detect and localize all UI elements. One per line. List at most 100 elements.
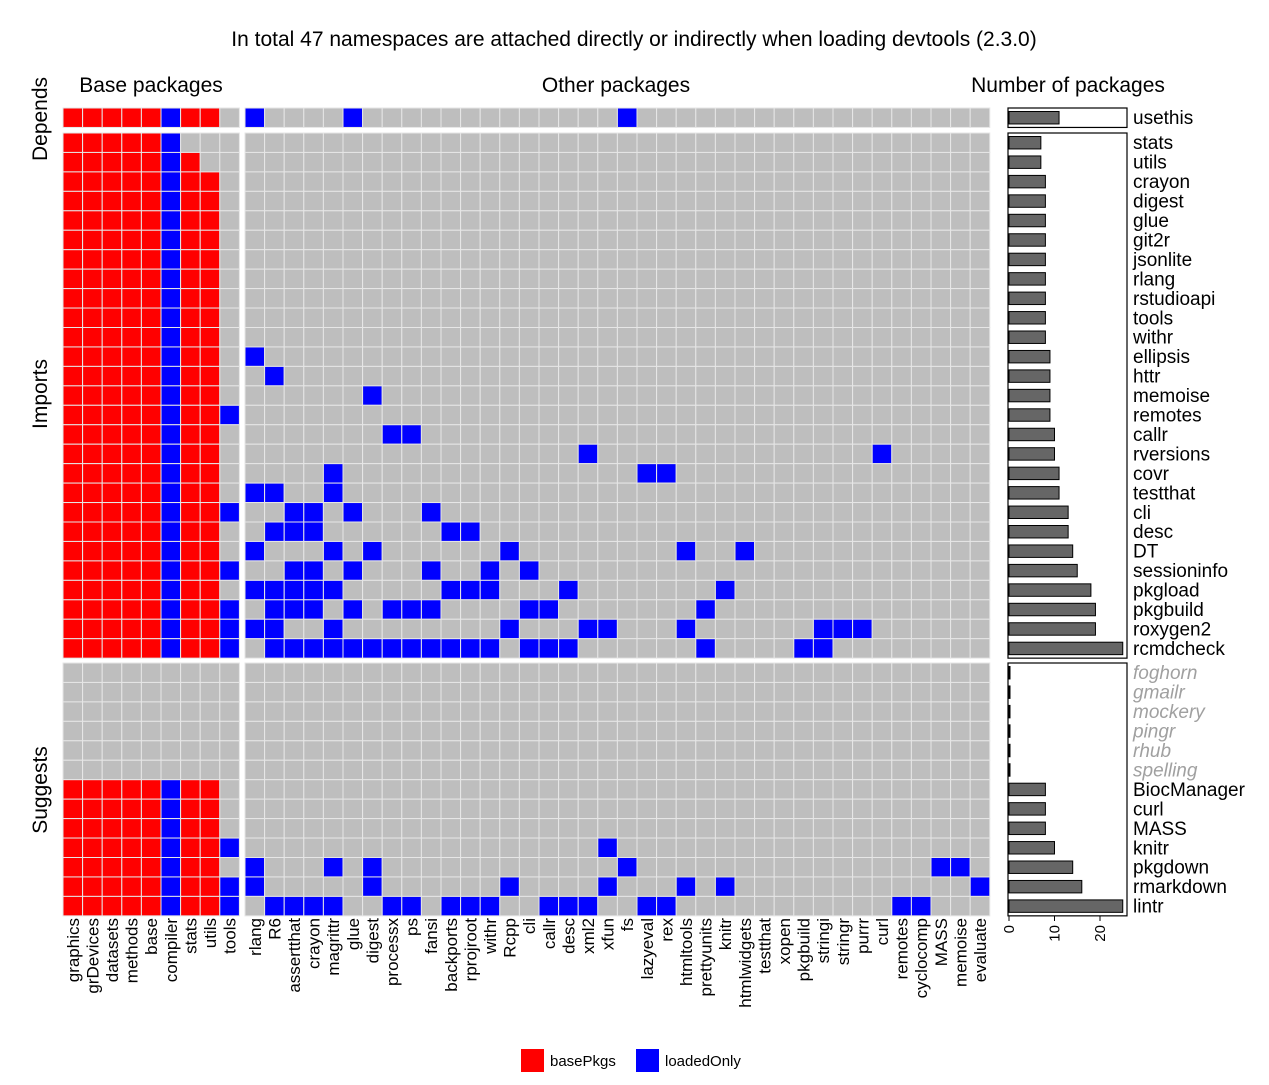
cell-ellipsis-Rcpp	[499, 346, 520, 367]
cell-memoise-cyclocomp	[910, 385, 932, 406]
cell-rversions-pkgbuild	[793, 443, 814, 465]
cell-MASS-processx	[381, 818, 403, 839]
cell-lintr-crayon	[303, 895, 324, 917]
cell-usethis-processx	[381, 107, 403, 128]
cell-spelling-utils	[199, 759, 221, 781]
cell-crayon-rlang	[244, 171, 266, 192]
cell-callr-stats	[180, 424, 201, 445]
cell-pkgdown-memoise	[950, 857, 971, 878]
cell-rstudioapi-utils	[199, 288, 221, 309]
cell-spelling-ps	[401, 759, 422, 781]
cell-sessioninfo-digest	[362, 560, 383, 581]
cell-roxygen2-ps	[401, 618, 422, 640]
cell-DT-magrittr	[322, 540, 344, 562]
cell-digest-magrittr	[322, 190, 344, 212]
cell-usethis-compiler	[160, 107, 182, 128]
cell-lintr-xopen	[773, 895, 795, 917]
cell-crayon-datasets	[101, 171, 123, 192]
cell-rstudioapi-ps	[401, 288, 422, 309]
cell-curl-crayon	[303, 798, 324, 820]
cell-curl-backports	[440, 798, 462, 820]
cell-gmailr-purrr	[852, 681, 873, 703]
row-label-remotes: remotes	[1133, 406, 1202, 427]
cell-pingr-knitr	[714, 720, 736, 742]
cell-usethis-evaluate	[969, 107, 991, 128]
cell-covr-methods	[121, 463, 142, 484]
bar-cli	[1008, 505, 1069, 519]
cell-ellipsis-R6	[264, 346, 285, 367]
cell-git2r-digest	[362, 229, 383, 251]
cell-spelling-compiler	[160, 759, 182, 781]
cell-remotes-ps	[401, 404, 422, 426]
cell-rversions-knitr	[714, 443, 736, 465]
cell-jsonlite-curl	[871, 249, 893, 270]
cell-ellipsis-memoise	[950, 346, 971, 367]
cell-mockery-grDevices	[82, 701, 103, 722]
cell-testthat-base	[140, 482, 162, 504]
cell-httr-fs	[616, 365, 638, 387]
cell-lintr-knitr	[714, 895, 736, 917]
cell-withr-withr	[479, 327, 501, 348]
cell-sessioninfo-rlang	[244, 560, 266, 581]
cell-jsonlite-backports	[440, 249, 462, 270]
cell-covr-utils	[199, 463, 221, 484]
cell-rstudioapi-Rcpp	[499, 288, 520, 309]
cell-desc-pkgbuild	[793, 521, 814, 542]
cell-utils-grDevices	[82, 151, 103, 173]
cell-tools-curl	[871, 307, 893, 328]
cell-rmarkdown-MASS	[930, 876, 952, 897]
cell-gmailr-rex	[656, 681, 677, 703]
cell-BiocManager-rprojroot	[460, 779, 481, 800]
cell-lintr-memoise	[950, 895, 971, 917]
cell-curl-testthat	[754, 798, 775, 820]
cell-remotes-remotes	[891, 404, 912, 426]
cell-MASS-rlang	[244, 818, 266, 839]
cell-pingr-utils	[199, 720, 221, 742]
cell-desc-methods	[121, 521, 142, 542]
cell-stats-graphics	[62, 132, 84, 153]
cell-BiocManager-utils	[199, 779, 221, 800]
cell-stats-remotes	[891, 132, 912, 153]
cell-foghorn-withr	[479, 662, 501, 683]
cell-DT-xml2	[577, 540, 599, 562]
cell-knitr-fs	[616, 837, 638, 858]
cell-spelling-stats	[180, 759, 201, 781]
cell-lintr-desc	[558, 895, 579, 917]
cell-withr-xopen	[773, 327, 795, 348]
cell-callr-digest	[362, 424, 383, 445]
cell-jsonlite-processx	[381, 249, 403, 270]
col-label-purrr: purrr	[853, 918, 872, 954]
cell-git2r-xfun	[597, 229, 618, 251]
cell-usethis-knitr	[714, 107, 736, 128]
row-label-pingr: pingr	[1132, 722, 1176, 743]
cell-rstudioapi-base	[140, 288, 162, 309]
cell-jsonlite-withr	[479, 249, 501, 270]
cell-pkgdown-xopen	[773, 857, 795, 878]
cell-DT-crayon	[303, 540, 324, 562]
cell-rversions-crayon	[303, 443, 324, 465]
cell-spelling-datasets	[101, 759, 123, 781]
cell-desc-rlang	[244, 521, 266, 542]
cell-rmarkdown-ps	[401, 876, 422, 897]
cell-covr-memoise	[950, 463, 971, 484]
cell-gmailr-grDevices	[82, 681, 103, 703]
cell-stats-glue	[342, 132, 364, 153]
cell-mockery-htmlwidgets	[734, 701, 756, 722]
cell-testthat-xfun	[597, 482, 618, 504]
cell-spelling-backports	[440, 759, 462, 781]
cell-usethis-cyclocomp	[910, 107, 932, 128]
cell-utils-tools	[219, 151, 240, 173]
cell-pkgdown-magrittr	[322, 857, 344, 878]
cell-pingr-glue	[342, 720, 364, 742]
cell-pkgdown-datasets	[101, 857, 123, 878]
cell-stats-xml2	[577, 132, 599, 153]
cell-testthat-testthat	[754, 482, 775, 504]
cell-desc-glue	[342, 521, 364, 542]
cell-gmailr-curl	[871, 681, 893, 703]
cell-knitr-ps	[401, 837, 422, 858]
cell-BiocManager-graphics	[62, 779, 84, 800]
cell-DT-evaluate	[969, 540, 991, 562]
cell-spelling-xopen	[773, 759, 795, 781]
cell-pkgload-remotes	[891, 579, 912, 601]
cell-mockery-remotes	[891, 701, 912, 722]
